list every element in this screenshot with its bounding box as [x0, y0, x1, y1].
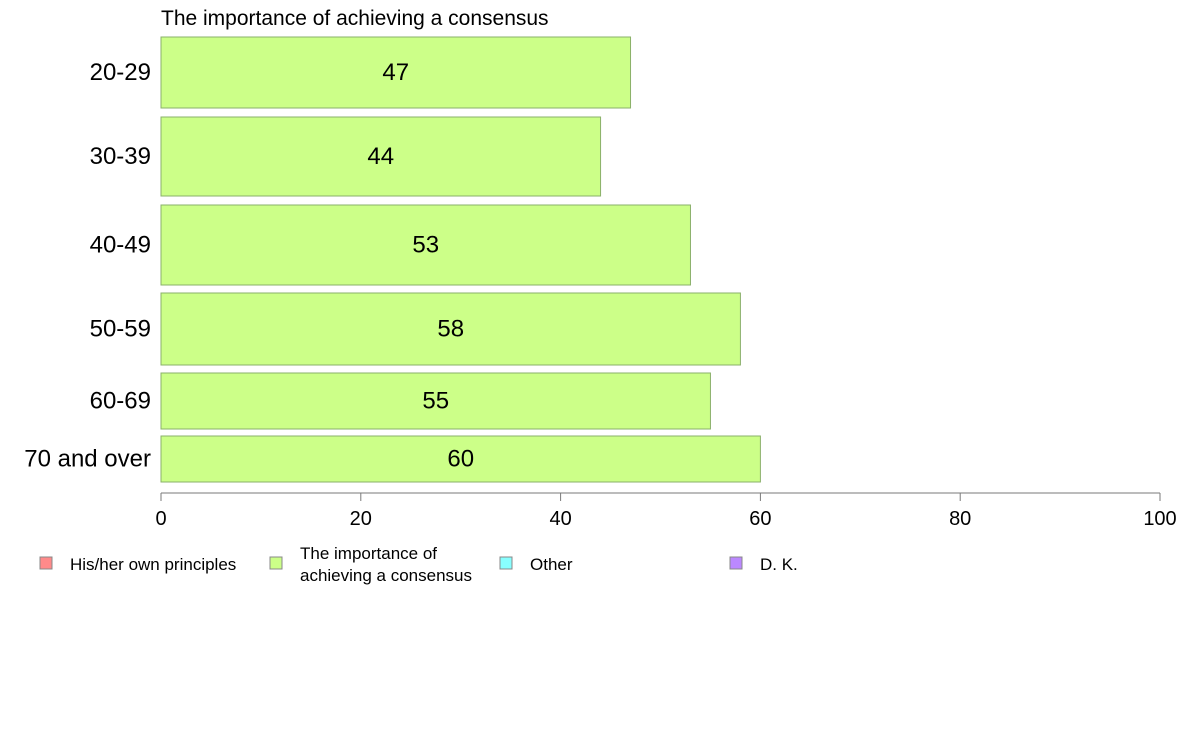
- x-tick-label: 100: [1143, 508, 1176, 530]
- chart-title: The importance of achieving a consensus: [161, 7, 549, 30]
- bar-50-59: [160, 292, 741, 366]
- legend-label: Other: [530, 555, 573, 574]
- x-tick-label: 80: [949, 508, 971, 530]
- bar-70-and-over: [160, 435, 761, 483]
- bar-60-69: [160, 372, 711, 430]
- x-tick-label: 20: [350, 508, 372, 530]
- category-label: 70 and over: [24, 446, 151, 473]
- category-label: 30-39: [90, 143, 151, 170]
- value-label: 55: [422, 388, 449, 415]
- legend-swatch: [269, 556, 283, 570]
- category-label: 50-59: [90, 316, 151, 343]
- x-axis: 0 20 40 60 80 100: [155, 492, 1177, 530]
- bars-group: 20-29 47 30-39 44 40-49 53 50-59 58 60-69 55 70 an…: [24, 36, 761, 483]
- x-tick-label: 0: [155, 508, 166, 530]
- category-label: 40-49: [90, 232, 151, 259]
- value-label: 47: [382, 59, 409, 86]
- legend-swatch: [729, 556, 743, 570]
- bar-40-49: [160, 204, 691, 286]
- value-label: 44: [367, 143, 394, 170]
- legend-label: The importance of: [300, 544, 437, 563]
- legend-swatch: [499, 556, 513, 570]
- value-label: 60: [447, 446, 474, 473]
- legend-swatch: [39, 556, 53, 570]
- category-label: 20-29: [90, 59, 151, 86]
- legend-label: achieving a consensus: [300, 566, 472, 585]
- value-label: 53: [412, 232, 439, 259]
- category-label: 60-69: [90, 388, 151, 415]
- legend-label: D. K.: [760, 555, 798, 574]
- bar-20-29: [160, 36, 632, 109]
- legend-label: His/her own principles: [70, 555, 236, 574]
- legend: His/her own principles The importance of a…: [39, 544, 798, 585]
- bar-30-39: [160, 116, 602, 197]
- x-tick-label: 60: [749, 508, 771, 530]
- x-tick-label: 40: [549, 508, 571, 530]
- value-label: 58: [437, 316, 464, 343]
